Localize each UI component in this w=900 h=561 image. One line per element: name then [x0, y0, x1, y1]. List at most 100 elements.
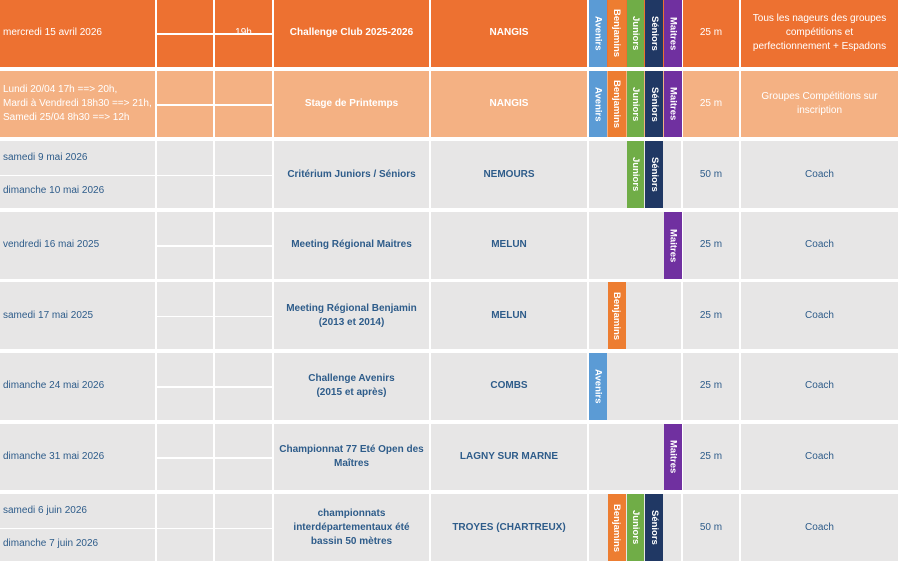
location-cell: COMBS [431, 353, 587, 420]
group-badge: Maitres [664, 0, 682, 67]
location: MELUN [491, 239, 527, 251]
group-badge: Benjamins [607, 0, 626, 67]
note: Coach [805, 450, 834, 462]
pool: 25 m [699, 380, 723, 392]
blank-cell [157, 423, 213, 491]
row-split [157, 527, 272, 530]
group-label: Séniors [648, 510, 660, 546]
date-cell: vendredi 16 mai 2025 [0, 211, 155, 279]
event-cell: Challenge Club 2025-2026 [274, 0, 429, 67]
group-label: Maitres [667, 228, 679, 262]
group-label: Juniors [629, 157, 641, 192]
note: Coach [805, 309, 834, 321]
event-line: Meeting Régional Maitres [291, 239, 412, 251]
event-line: Challenge Avenirs [308, 373, 395, 385]
event-line: (2015 et après) [316, 387, 387, 399]
group-badge: Benjamins [607, 282, 626, 350]
date-line: samedi 9 mai 2026 [3, 151, 88, 163]
event-line: Meeting Régional Benjamin [286, 302, 417, 314]
note-cell: Coach [741, 211, 898, 279]
pool: 25 m [699, 309, 723, 321]
group-badge: Maitres [664, 211, 682, 279]
row-split [157, 104, 272, 106]
group-label: Séniors [648, 157, 660, 193]
pool: 25 m [699, 27, 723, 39]
note: Coach [805, 380, 834, 392]
date-line: dimanche 10 mai 2026 [3, 185, 105, 197]
event-line: Stage de Printemps [304, 97, 399, 109]
event-cell: Stage de Printemps [274, 70, 429, 138]
time-cell [215, 70, 272, 138]
group-label: Benjamins [611, 9, 623, 58]
note: Coach [805, 168, 834, 180]
pool-cell: 25 m [683, 282, 739, 350]
event-line: interdépartementaux été [293, 521, 410, 533]
row-split [0, 174, 155, 177]
note: Tous les nageurs des groupes compétition… [752, 13, 887, 53]
group-badge: Juniors [626, 70, 645, 138]
date-line: samedi 6 juin 2026 [3, 504, 87, 516]
note: Groupes Compétitions sur inscription [761, 90, 878, 116]
date-line: Lundi 20/04 17h ==> 20h, [3, 83, 118, 95]
note: Coach [805, 239, 834, 251]
date-cell: dimanche 31 mai 2026 [0, 423, 155, 491]
group-badge: Séniors [645, 70, 664, 138]
note-cell: Coach [741, 353, 898, 420]
time-cell [215, 423, 272, 491]
group-badge: Séniors [645, 0, 664, 67]
date-cell: mercredi 15 avril 2026 [0, 0, 155, 67]
location-cell: TROYES (CHARTREUX) [431, 494, 587, 561]
group-label: Séniors [648, 86, 660, 122]
pool-cell: 25 m [683, 211, 739, 279]
date-cell: samedi 6 juin 2026 dimanche 7 juin 2026 [0, 494, 155, 561]
row-split [157, 245, 272, 247]
group-badge: Benjamins [607, 70, 626, 138]
date-line: dimanche 24 mai 2026 [3, 380, 105, 392]
note-cell: Coach [741, 423, 898, 491]
group-label: Avenirs [592, 86, 604, 122]
group-label: Maitres [667, 87, 679, 121]
date-cell: Lundi 20/04 17h ==> 20h, Mardi à Vendredi… [0, 70, 155, 138]
group-badge: Séniors [645, 494, 664, 561]
group-badge: Benjamins [607, 494, 626, 561]
row-split [157, 315, 272, 318]
group-badge: Avenirs [589, 353, 607, 420]
pool: 50 m [699, 168, 723, 180]
event-line: Championnat 77 Eté Open des [279, 443, 424, 455]
row-split [157, 457, 272, 459]
pool-cell: 50 m [683, 141, 739, 208]
note-cell: Groupes Compétitions sur inscription [741, 70, 898, 138]
note-cell: Coach [741, 494, 898, 561]
location-cell: NANGIS [431, 70, 587, 138]
date-line: mercredi 15 avril 2026 [3, 27, 102, 39]
group-badge: Juniors [626, 0, 645, 67]
time-cell [215, 494, 272, 561]
group-label: Juniors [629, 16, 641, 51]
location: COMBS [490, 380, 528, 392]
location: NEMOURS [483, 168, 535, 180]
location: NANGIS [489, 27, 529, 39]
event-line: bassin 50 mètres [310, 535, 393, 547]
event-cell: Challenge Avenirs (2015 et après) [274, 353, 429, 420]
location: MELUN [491, 309, 527, 321]
date-line: dimanche 31 mai 2026 [3, 450, 105, 462]
pool-cell: 25 m [683, 0, 739, 67]
group-badge: Maitres [664, 70, 682, 138]
date-cell: dimanche 24 mai 2026 [0, 353, 155, 420]
event-cell: Meeting Régional Benjamin (2013 et 2014) [274, 282, 429, 350]
date-line: Mardi à Vendredi 18h30 ==> 21h, [3, 97, 152, 109]
event-line: Challenge Club 2025-2026 [289, 27, 414, 39]
date-cell: samedi 9 mai 2026 dimanche 10 mai 2026 [0, 141, 155, 208]
group-badge: Maitres [664, 423, 682, 491]
group-badge: Juniors [626, 141, 645, 208]
pool: 25 m [699, 450, 723, 462]
event-cell: championnats interdépartementaux été bassi… [274, 494, 429, 561]
event-line: Maîtres [333, 457, 369, 469]
pool: 50 m [699, 521, 723, 533]
time-cell [215, 141, 272, 208]
blank-cell [157, 141, 213, 208]
date-line: Samedi 25/04 8h30 ==> 12h [3, 111, 130, 123]
row-split [0, 527, 155, 530]
group-badge: Avenirs [589, 0, 607, 67]
time-cell [215, 282, 272, 350]
